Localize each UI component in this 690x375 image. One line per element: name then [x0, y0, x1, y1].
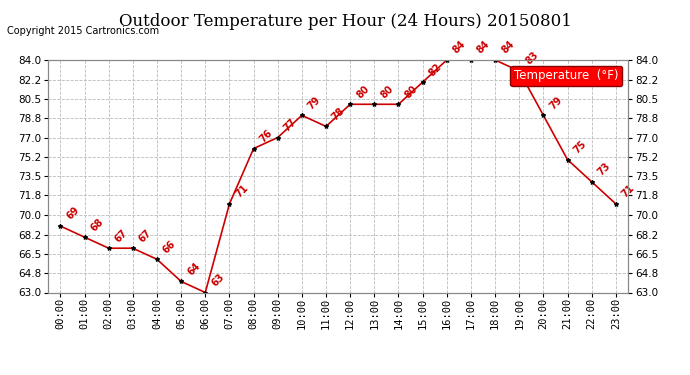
Text: 83: 83: [524, 50, 540, 67]
Point: [369, 101, 380, 107]
Text: Copyright 2015 Cartronics.com: Copyright 2015 Cartronics.com: [7, 26, 159, 36]
Text: 84: 84: [500, 39, 516, 56]
Point: [200, 290, 211, 296]
Text: 71: 71: [234, 183, 250, 200]
Text: 73: 73: [596, 161, 613, 178]
Point: [176, 278, 187, 284]
Text: 63: 63: [210, 272, 226, 288]
Legend: Temperature  (°F): Temperature (°F): [511, 66, 622, 86]
Point: [586, 179, 598, 185]
Point: [490, 57, 501, 63]
Point: [417, 79, 428, 85]
Text: 67: 67: [113, 227, 130, 244]
Point: [321, 123, 332, 129]
Text: 80: 80: [379, 83, 395, 100]
Point: [345, 101, 356, 107]
Text: 68: 68: [89, 216, 106, 233]
Text: 79: 79: [548, 94, 564, 111]
Point: [224, 201, 235, 207]
Point: [248, 146, 259, 152]
Text: 75: 75: [572, 139, 589, 156]
Text: 67: 67: [137, 227, 154, 244]
Text: 71: 71: [620, 183, 637, 200]
Text: 84: 84: [475, 39, 492, 56]
Point: [104, 245, 115, 251]
Text: 84: 84: [451, 39, 468, 56]
Text: 76: 76: [258, 128, 275, 144]
Point: [538, 112, 549, 118]
Text: 64: 64: [186, 261, 202, 277]
Point: [562, 157, 573, 163]
Point: [55, 223, 66, 229]
Point: [611, 201, 622, 207]
Point: [79, 234, 90, 240]
Point: [273, 135, 284, 141]
Point: [466, 57, 477, 63]
Text: 82: 82: [427, 61, 444, 78]
Point: [442, 57, 453, 63]
Text: Outdoor Temperature per Hour (24 Hours) 20150801: Outdoor Temperature per Hour (24 Hours) …: [119, 13, 571, 30]
Point: [152, 256, 163, 262]
Text: 80: 80: [355, 83, 371, 100]
Point: [128, 245, 139, 251]
Text: 78: 78: [331, 105, 347, 122]
Point: [393, 101, 404, 107]
Text: 80: 80: [403, 83, 420, 100]
Point: [514, 68, 525, 74]
Text: 69: 69: [65, 205, 81, 222]
Text: 66: 66: [161, 238, 178, 255]
Point: [297, 112, 308, 118]
Text: 77: 77: [282, 117, 299, 134]
Text: 79: 79: [306, 94, 323, 111]
